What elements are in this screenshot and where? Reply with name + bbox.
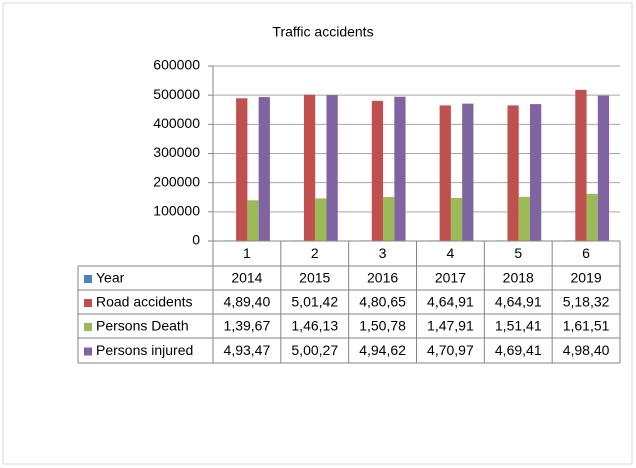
bar [383,197,395,241]
bar [247,200,259,241]
bar [236,98,248,241]
legend-key [84,275,92,283]
bar [371,100,384,241]
table-cell: 1,51,41 [495,318,542,334]
bar [575,89,587,241]
bar [507,105,519,242]
table-cell: 2018 [503,270,534,286]
bar [326,95,338,241]
legend-label: Persons Death [96,318,189,334]
legend-label: Road accidents [96,294,193,310]
x-tick-label: 3 [379,245,387,261]
table-cell: 4,93,47 [224,342,271,358]
x-tick-label: 2 [311,245,319,261]
table-cell: 1,50,78 [359,318,406,334]
x-tick-label: 6 [582,245,590,261]
y-tick-label: 200000 [153,173,200,189]
table-cell: 4,98,40 [563,342,610,358]
table-cell: 1,47,91 [427,318,474,334]
legend-key [84,347,92,356]
bar [258,97,270,241]
legend-label: Persons injured [96,342,193,358]
table-cell: 1,46,13 [291,318,338,334]
bar [518,196,530,241]
x-tick-label: 5 [514,245,522,261]
y-tick-label: 400000 [153,115,200,131]
bar [462,103,474,241]
table-cell: 2017 [435,270,466,286]
y-tick-label: 0 [192,232,200,248]
y-tick-label: 100000 [153,203,200,219]
x-tick-label: 4 [447,245,455,261]
bar [315,198,327,241]
table-cell: 4,64,91 [427,294,474,310]
table-cell: 4,94,62 [359,342,406,358]
table-cell: 2019 [571,270,602,286]
table-cell: 4,80,65 [359,294,406,310]
bar [394,96,406,241]
x-tick-label: 1 [243,245,251,261]
table-cell: 1,39,67 [224,318,271,334]
legend-label: Year [96,270,125,286]
bar [303,94,316,241]
y-tick-label: 600000 [153,57,200,73]
bar [439,105,451,242]
table-cell: 2014 [231,270,262,286]
bar [586,193,598,241]
legend-key [84,323,92,331]
table-cell: 2015 [299,270,330,286]
table-cell: 4,64,91 [495,294,542,310]
table-cell: 4,89,40 [224,294,271,310]
table-cell: 4,69,41 [495,342,542,358]
table-cell: 5,01,42 [291,294,338,310]
bar [450,197,463,241]
bar [529,104,542,242]
y-tick-label: 500000 [153,86,200,102]
legend-key [84,299,92,307]
table-cell: 2016 [367,270,398,286]
table-cell: 4,70,97 [427,342,474,358]
table-cell: 1,61,51 [563,318,610,334]
bar [597,95,610,241]
y-tick-label: 300000 [153,144,200,160]
chart-title: Traffic accidents [272,24,373,40]
table-cell: 5,00,27 [291,342,338,358]
table-cell: 5,18,32 [563,294,610,310]
